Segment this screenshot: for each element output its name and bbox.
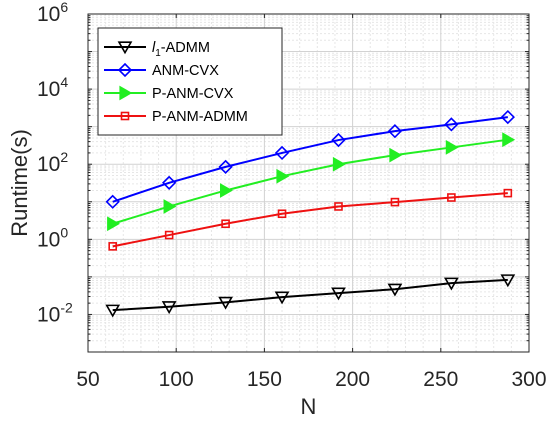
data-point bbox=[105, 304, 121, 318]
series-layer bbox=[105, 109, 516, 318]
legend-label: P-ANM-CVX bbox=[152, 86, 234, 102]
axis-ticks bbox=[87, 13, 530, 353]
legend-entry-1: l1-ADMM bbox=[104, 40, 210, 59]
x-tick-label: 300 bbox=[511, 368, 546, 391]
data-point bbox=[164, 230, 174, 240]
data-point bbox=[221, 219, 230, 229]
data-point bbox=[444, 277, 459, 291]
legend-entry-3: P-ANM-CVX bbox=[104, 85, 234, 102]
data-point bbox=[444, 117, 459, 132]
legend-entry-4: P-ANM-ADMM bbox=[104, 109, 248, 125]
data-point bbox=[390, 197, 400, 207]
data-point bbox=[334, 202, 343, 211]
series-line bbox=[112, 138, 508, 225]
data-point bbox=[387, 124, 403, 139]
data-point bbox=[163, 199, 177, 214]
x-axis-label: N bbox=[301, 394, 317, 419]
legend-marker bbox=[117, 41, 133, 55]
legend-marker bbox=[117, 62, 133, 78]
x-tick-label: 50 bbox=[76, 368, 99, 391]
x-tick-labels: 50 100 150 200 250 300 bbox=[76, 368, 546, 391]
data-point bbox=[387, 283, 403, 297]
data-point bbox=[219, 183, 233, 198]
data-point bbox=[161, 301, 177, 315]
data-point bbox=[105, 194, 120, 209]
legend: l1-ADMM ANM-CVX P-ANM-CVX P-ANM-ADMM bbox=[97, 27, 283, 136]
data-point bbox=[218, 296, 233, 310]
series-4 bbox=[108, 188, 513, 251]
y-tick-label: 10-2 bbox=[37, 299, 73, 326]
legend-label: P-ANM-ADMM bbox=[152, 109, 248, 125]
data-point bbox=[218, 159, 233, 175]
data-point bbox=[331, 132, 346, 148]
series-3 bbox=[107, 132, 516, 232]
series-1 bbox=[105, 274, 516, 318]
y-tick-label: 104 bbox=[37, 74, 68, 101]
y-axis-label: Runtime(s) bbox=[7, 129, 32, 237]
legend-marker bbox=[119, 85, 133, 101]
data-point bbox=[445, 140, 459, 155]
y-tick-label: 106 bbox=[37, 0, 68, 26]
data-point bbox=[108, 242, 117, 251]
data-point bbox=[500, 109, 515, 125]
data-point bbox=[107, 216, 121, 232]
legend-label: l1-ADMM bbox=[152, 40, 210, 59]
data-point bbox=[162, 175, 177, 190]
series-line bbox=[112, 116, 508, 203]
series-2 bbox=[105, 109, 515, 209]
y-tick-labels: 10-2 100 102 104 106 bbox=[37, 0, 73, 326]
series-line bbox=[112, 192, 508, 248]
legend-marker bbox=[120, 111, 130, 121]
x-tick-label: 200 bbox=[335, 368, 370, 391]
legend-label: ANM-CVX bbox=[152, 63, 219, 79]
x-tick-label: 150 bbox=[247, 368, 282, 391]
series-line bbox=[112, 278, 508, 312]
data-point bbox=[274, 145, 290, 161]
data-point bbox=[277, 209, 287, 219]
x-tick-label: 250 bbox=[423, 368, 458, 391]
data-point bbox=[447, 193, 456, 202]
data-point bbox=[274, 291, 290, 305]
data-point bbox=[500, 274, 516, 288]
data-point bbox=[503, 188, 513, 198]
data-point bbox=[331, 287, 346, 301]
legend-entry-2: ANM-CVX bbox=[104, 62, 219, 79]
x-tick-label: 100 bbox=[159, 368, 194, 391]
data-point bbox=[389, 147, 403, 163]
data-point bbox=[502, 132, 516, 148]
plot-frame bbox=[87, 13, 530, 353]
y-tick-label: 100 bbox=[37, 224, 68, 251]
y-tick-label: 102 bbox=[37, 149, 68, 176]
data-point bbox=[276, 168, 290, 184]
data-point bbox=[332, 156, 346, 172]
